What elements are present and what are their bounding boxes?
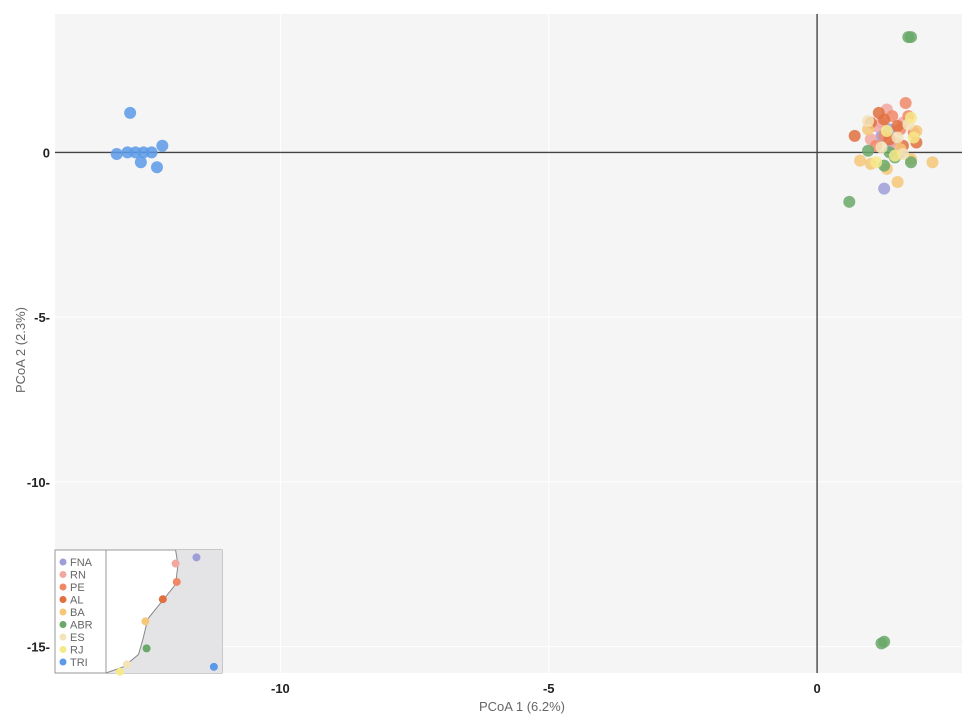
legend-label-abr: ABR bbox=[70, 620, 93, 632]
point-abr bbox=[862, 144, 875, 157]
y-axis-title: PCoA 2 (2.3%) bbox=[13, 307, 28, 393]
x-tick-label: -5 bbox=[543, 681, 555, 696]
inset-site-es bbox=[122, 660, 131, 669]
legend-swatch-rn bbox=[59, 571, 67, 578]
point-abr bbox=[878, 635, 891, 648]
y-tick-label: -15- bbox=[27, 640, 50, 655]
point-ba bbox=[862, 123, 875, 136]
inset-site-tri bbox=[209, 662, 218, 671]
point-al bbox=[848, 129, 861, 142]
point-ba bbox=[891, 176, 904, 189]
legend-swatch-rj bbox=[59, 646, 67, 653]
point-tri bbox=[134, 156, 147, 169]
legend-swatch-fna bbox=[59, 558, 67, 566]
inset-site-abr bbox=[142, 644, 151, 653]
legend-swatch-ba bbox=[59, 608, 67, 616]
x-tick-label: -10 bbox=[271, 681, 290, 696]
point-al bbox=[891, 120, 904, 133]
point-tri bbox=[156, 139, 169, 152]
point-tri bbox=[150, 161, 163, 174]
inset-site-rj bbox=[115, 667, 124, 676]
y-tick-label: -5- bbox=[34, 310, 50, 325]
reference-lines bbox=[55, 14, 962, 673]
y-tick-label: 0 bbox=[43, 145, 50, 160]
point-tri bbox=[145, 146, 158, 159]
point-es bbox=[875, 141, 888, 154]
point-al bbox=[878, 113, 891, 126]
legend-swatch-abr bbox=[59, 621, 67, 628]
legend-label-al: AL bbox=[70, 595, 83, 607]
legend-label-es: ES bbox=[70, 632, 85, 644]
legend-swatch-es bbox=[59, 633, 67, 641]
legend-swatch-al bbox=[59, 596, 67, 603]
inset-site-pe bbox=[172, 577, 181, 586]
legend-label-ba: BA bbox=[70, 607, 85, 619]
point-fna bbox=[878, 182, 891, 195]
inset-site-ba bbox=[141, 617, 150, 626]
point-rj bbox=[905, 111, 918, 124]
point-pe bbox=[899, 96, 912, 109]
data-points bbox=[110, 31, 939, 650]
inset-ocean bbox=[106, 550, 222, 673]
point-abr bbox=[905, 156, 918, 169]
legend-swatch-pe bbox=[59, 583, 67, 591]
y-tick-label: -10- bbox=[27, 475, 50, 490]
inset-site-rn bbox=[171, 559, 180, 568]
point-rj bbox=[907, 131, 920, 144]
point-es bbox=[862, 115, 875, 128]
legend-swatch-tri bbox=[59, 658, 67, 666]
point-tri bbox=[124, 106, 137, 119]
point-rj bbox=[880, 124, 893, 137]
inset-site-fna bbox=[192, 553, 201, 562]
point-tri bbox=[110, 148, 123, 161]
legend-label-fna: FNA bbox=[70, 557, 93, 569]
y-axis-ticks: 0 -5- -10- -15- bbox=[27, 145, 50, 654]
point-rj bbox=[870, 156, 883, 169]
point-es bbox=[891, 131, 904, 144]
x-tick-label: 0 bbox=[813, 681, 820, 696]
inset-site-al bbox=[158, 595, 167, 604]
point-ba bbox=[854, 154, 867, 167]
point-rj bbox=[888, 149, 901, 162]
point-abr bbox=[843, 195, 856, 208]
legend-label-pe: PE bbox=[70, 582, 85, 594]
legend-label-rj: RJ bbox=[70, 645, 83, 657]
point-abr bbox=[905, 31, 918, 44]
x-axis-title: PCoA 1 (6.2%) bbox=[479, 699, 565, 714]
legend-label-rn: RN bbox=[70, 570, 86, 582]
point-ba bbox=[926, 156, 939, 169]
legend-label-tri: TRI bbox=[70, 657, 88, 669]
x-axis-ticks: -10 -5 0 bbox=[271, 681, 821, 696]
